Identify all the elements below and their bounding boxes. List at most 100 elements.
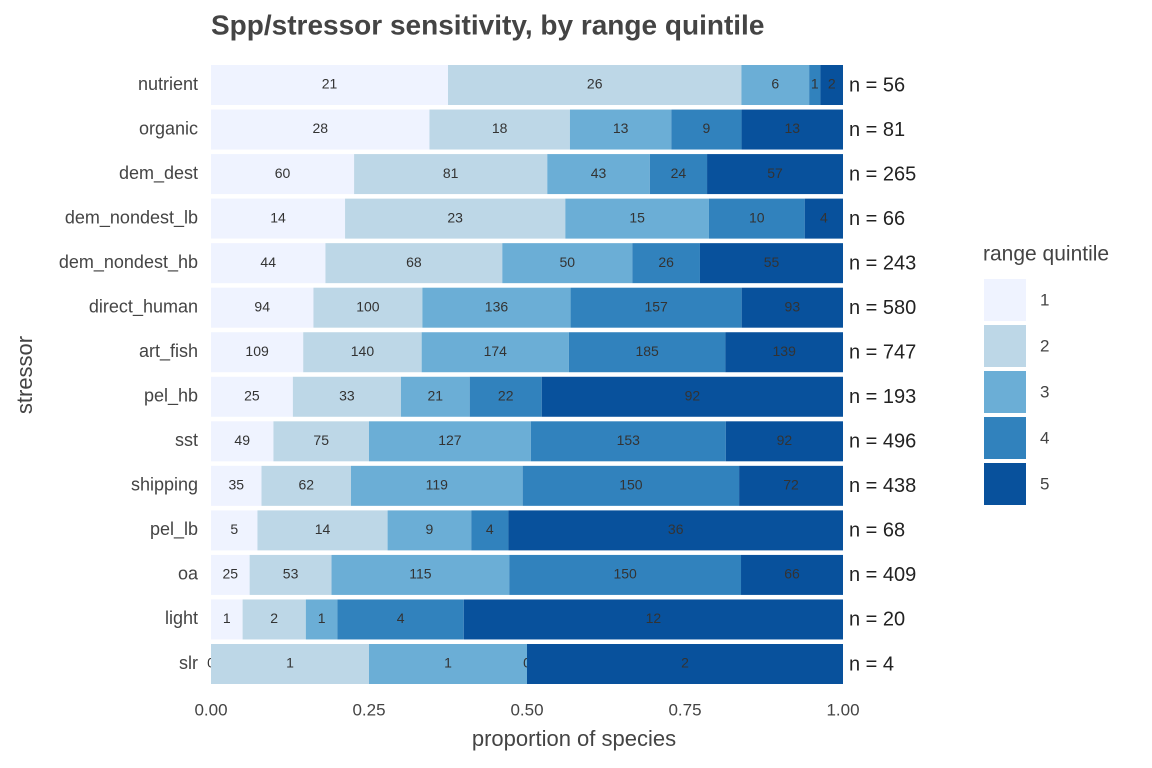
legend-key [984, 417, 1026, 459]
bar-segment [741, 287, 843, 328]
data-label: 22 [498, 387, 514, 403]
data-label: 1 [811, 76, 819, 92]
y-tick-label: sst [175, 430, 198, 450]
bar-segment [211, 376, 293, 417]
data-label: 150 [619, 477, 643, 493]
data-label: 49 [234, 432, 250, 448]
data-label: 13 [784, 120, 800, 136]
bar-segment [313, 287, 423, 328]
bar-segment [471, 510, 509, 551]
data-label: 140 [351, 343, 375, 359]
y-tick-label: nutrient [138, 74, 198, 94]
row-total-label: n = 438 [849, 475, 916, 497]
data-label: 150 [613, 566, 637, 582]
data-label: 53 [283, 566, 299, 582]
y-tick-label: slr [179, 653, 198, 673]
y-tick-label: pel_lb [150, 519, 198, 540]
bar-segment [400, 376, 470, 417]
data-label: 9 [703, 120, 711, 136]
bar-segment [211, 599, 243, 640]
legend-key [984, 279, 1026, 321]
data-label: 25 [244, 387, 260, 403]
data-label: 36 [668, 521, 684, 537]
bar-segment [331, 554, 510, 595]
legend-label: 2 [1040, 336, 1049, 355]
bar-segment [211, 154, 355, 195]
y-tick-label: light [165, 608, 198, 628]
data-label: 75 [313, 432, 329, 448]
bar-segment [725, 421, 843, 462]
bar-segment [725, 332, 843, 373]
y-axis-title: stressor [12, 336, 37, 414]
data-label: 6 [771, 76, 779, 92]
data-label: 2 [270, 610, 278, 626]
data-label: 18 [492, 120, 508, 136]
data-label: 81 [443, 165, 459, 181]
legend-label: 1 [1040, 290, 1049, 309]
row-total-label: n = 409 [849, 564, 916, 586]
data-label: 23 [447, 209, 463, 225]
data-label: 60 [275, 165, 291, 181]
y-tick-label: pel_hb [144, 386, 198, 407]
row-total-label: n = 4 [849, 653, 894, 675]
bar-segment [273, 421, 369, 462]
bar-segment [211, 554, 250, 595]
chart-title: Spp/stressor sensitivity, by range quint… [211, 9, 764, 40]
data-label: 127 [438, 432, 462, 448]
data-label: 93 [785, 298, 801, 314]
bar-segment [211, 644, 369, 684]
data-label: 62 [298, 477, 314, 493]
bar-segment [421, 332, 569, 373]
data-label: 5 [230, 521, 238, 537]
bar-segment [469, 376, 542, 417]
data-label: 21 [322, 76, 338, 92]
bar-segment [211, 332, 304, 373]
bar-segment [632, 243, 700, 284]
bar-segment [292, 376, 401, 417]
bar-segment [502, 243, 633, 284]
x-axis-title: proportion of species [472, 726, 676, 751]
bar-segment [211, 287, 314, 328]
bar-segment [448, 65, 742, 105]
y-tick-label: art_fish [139, 341, 198, 362]
bar-segment [337, 599, 464, 640]
data-label: 25 [223, 566, 239, 582]
data-label: 24 [671, 165, 687, 181]
data-label: 33 [339, 387, 355, 403]
bar-segment [422, 287, 571, 328]
bar-segment [522, 465, 740, 506]
legend-key [984, 463, 1026, 505]
bar-segment [547, 154, 650, 195]
data-label: 157 [644, 298, 668, 314]
x-tick-label: 0.75 [668, 700, 701, 719]
bar-segment [369, 644, 527, 684]
bar-segment [569, 109, 672, 150]
data-label: 66 [784, 566, 800, 582]
data-label: 100 [356, 298, 380, 314]
data-label: 21 [428, 387, 444, 403]
bar-segment [530, 421, 726, 462]
data-label: 1 [444, 655, 452, 671]
bar-segment [242, 599, 306, 640]
y-tick-label: dem_nondest_lb [65, 207, 198, 228]
row-total-label: n = 56 [849, 74, 905, 96]
bar-segment [570, 287, 742, 328]
data-label: 2 [828, 76, 836, 92]
data-label: 12 [646, 610, 662, 626]
bar-segment [741, 109, 843, 150]
legend-key [984, 325, 1026, 367]
data-label: 115 [409, 566, 432, 582]
data-label: 15 [629, 209, 645, 225]
row-total-label: n = 193 [849, 386, 916, 408]
bar-segment [211, 465, 262, 506]
row-total-label: n = 580 [849, 297, 916, 319]
data-label: 57 [767, 165, 783, 181]
row-total-label: n = 747 [849, 342, 916, 364]
legend-label: 5 [1040, 474, 1049, 493]
bar-segment [565, 198, 709, 239]
legend-key [984, 371, 1026, 413]
data-label: 139 [773, 343, 797, 359]
data-label: 9 [426, 521, 434, 537]
bar-segment [741, 554, 843, 595]
data-label: 174 [484, 343, 508, 359]
